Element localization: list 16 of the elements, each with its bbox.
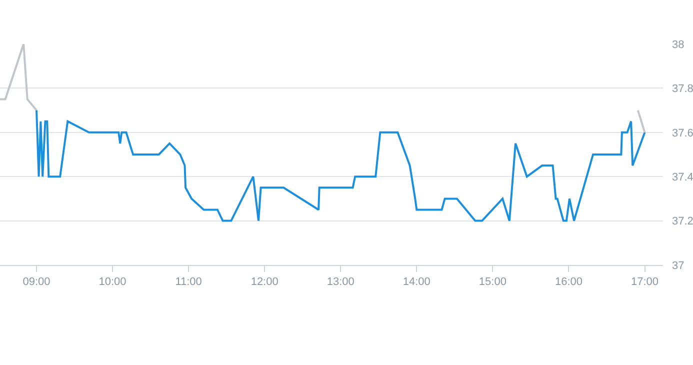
y-tick-label: 37.6 [672, 127, 693, 140]
x-tick-label: 09:00 [22, 276, 50, 288]
x-tick-label: 13:00 [326, 276, 354, 288]
y-tick-label: 37.2 [672, 216, 693, 228]
x-tick-label: 10:00 [98, 276, 126, 288]
x-tick-label: 17:00 [630, 276, 659, 288]
x-tick-label: 11:00 [175, 276, 202, 288]
y-tick-label: 37.8 [672, 83, 693, 96]
x-tick-label: 14:00 [402, 276, 430, 288]
y-tick-label: 37.4 [672, 171, 693, 184]
y-tick-label: 38 [672, 38, 684, 51]
x-tick-label: 12:00 [250, 276, 278, 288]
x-tick-label: 15:00 [478, 276, 506, 288]
line-series [36, 109, 646, 222]
y-tick-label: 37 [672, 260, 684, 272]
x-tick-label: 16:00 [554, 276, 582, 288]
